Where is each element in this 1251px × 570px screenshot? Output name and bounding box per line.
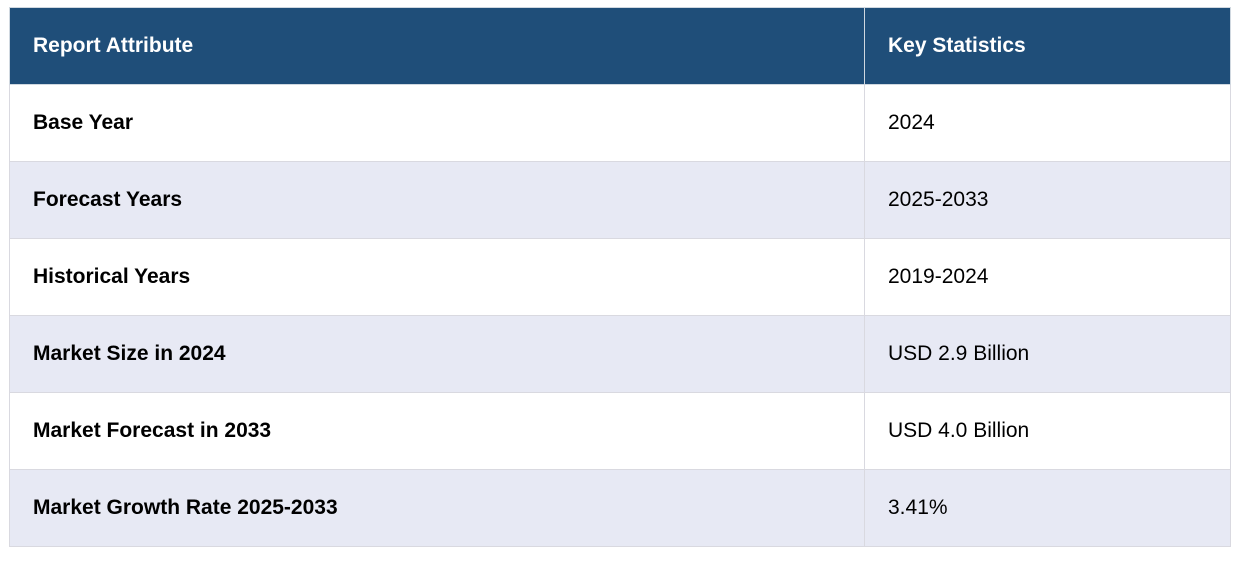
attribute-cell: Market Size in 2024 [9, 315, 865, 393]
value-cell: USD 2.9 Billion [864, 315, 1231, 393]
table-row: Market Forecast in 2033 USD 4.0 Billion [9, 392, 1231, 470]
attribute-cell: Market Forecast in 2033 [9, 392, 865, 470]
value-cell: 2025-2033 [864, 161, 1231, 239]
value-cell: 2024 [864, 84, 1231, 162]
attribute-cell: Historical Years [9, 238, 865, 316]
table-row: Base Year 2024 [9, 84, 1231, 162]
table-row: Forecast Years 2025-2033 [9, 161, 1231, 239]
header-cell: Report Attribute [9, 7, 865, 85]
value-cell: USD 4.0 Billion [864, 392, 1231, 470]
stats-table: Report Attribute Key Statistics Base Year… [9, 7, 1231, 547]
table-body: Base Year 2024 Forecast Years 2025-2033 Hist… [9, 84, 1231, 547]
table-row: Market Growth Rate 2025-2033 3.41% [9, 469, 1231, 547]
attribute-cell: Base Year [9, 84, 865, 162]
attribute-cell: Market Growth Rate 2025-2033 [9, 469, 865, 547]
table-row: Market Size in 2024 USD 2.9 Billion [9, 315, 1231, 393]
value-cell: 3.41% [864, 469, 1231, 547]
attribute-cell: Forecast Years [9, 161, 865, 239]
table-row: Historical Years 2019-2024 [9, 238, 1231, 316]
header-cell: Key Statistics [864, 7, 1231, 85]
value-cell: 2019-2024 [864, 238, 1231, 316]
header-row: Report Attribute Key Statistics [9, 7, 1231, 85]
